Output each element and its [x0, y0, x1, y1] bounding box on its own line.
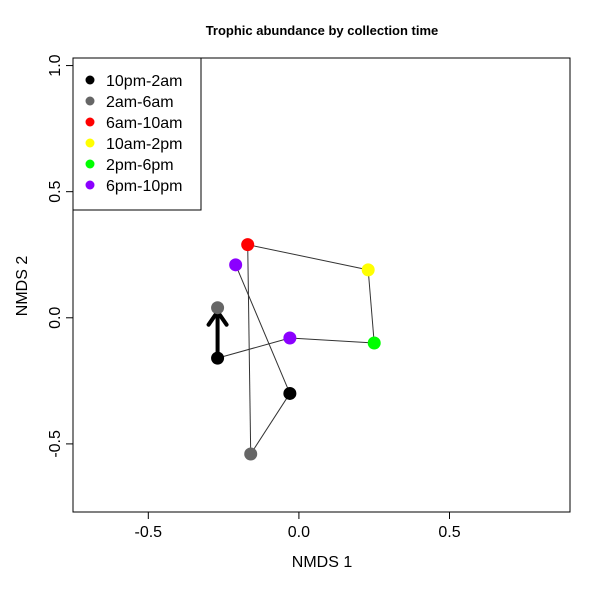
- y-axis: -0.5 0.0 0.5 1.0: [47, 54, 73, 458]
- path-segment: [235, 264, 291, 394]
- y-tick-label: 0.0: [47, 307, 64, 329]
- y-tick-label: -0.5: [47, 430, 64, 458]
- direction-arrow: [206, 309, 229, 359]
- data-points: [211, 238, 381, 461]
- data-point: [367, 336, 381, 350]
- data-point: [283, 331, 297, 345]
- path-segment: [247, 244, 369, 271]
- data-point: [361, 263, 375, 277]
- path-segment: [289, 337, 375, 344]
- x-axis: -0.5 0.0 0.5: [135, 512, 461, 541]
- legend-label: 2am-6am: [106, 94, 174, 111]
- legend: 10pm-2am 2am-6am 6am-10am 10am-2pm 2pm-6pm 6p…: [72, 57, 202, 211]
- plot-frame: [72, 57, 571, 513]
- path-segment: [247, 244, 252, 454]
- x-tick-label: 0.5: [438, 524, 460, 541]
- legend-marker: [85, 75, 95, 85]
- legend-label: 10am-2pm: [106, 136, 182, 153]
- x-axis-label: NMDS 1: [292, 554, 353, 571]
- legend-marker: [85, 159, 95, 169]
- data-point: [283, 386, 297, 400]
- y-axis-label: NMDS 2: [14, 256, 31, 317]
- chart-title: Trophic abundance by collection time: [206, 23, 439, 38]
- path-segment: [217, 337, 291, 359]
- x-tick-label: 0.0: [288, 524, 310, 541]
- path-segment: [367, 269, 375, 344]
- y-tick-label: 0.5: [47, 180, 64, 202]
- data-point: [229, 258, 243, 272]
- data-point: [211, 351, 225, 365]
- data-point: [211, 301, 225, 315]
- y-tick-label: 1.0: [47, 54, 64, 76]
- legend-label: 2pm-6pm: [106, 157, 174, 174]
- path-segment: [250, 393, 291, 455]
- legend-marker: [85, 138, 95, 148]
- legend-label: 6am-10am: [106, 115, 182, 132]
- legend-label: 6pm-10pm: [106, 178, 182, 195]
- data-point: [241, 238, 255, 252]
- legend-marker: [85, 117, 95, 127]
- data-point: [244, 447, 258, 461]
- connecting-path: [217, 244, 375, 455]
- x-tick-label: -0.5: [135, 524, 163, 541]
- legend-label: 10pm-2am: [106, 73, 182, 90]
- legend-marker: [85, 180, 95, 190]
- legend-marker: [85, 96, 95, 106]
